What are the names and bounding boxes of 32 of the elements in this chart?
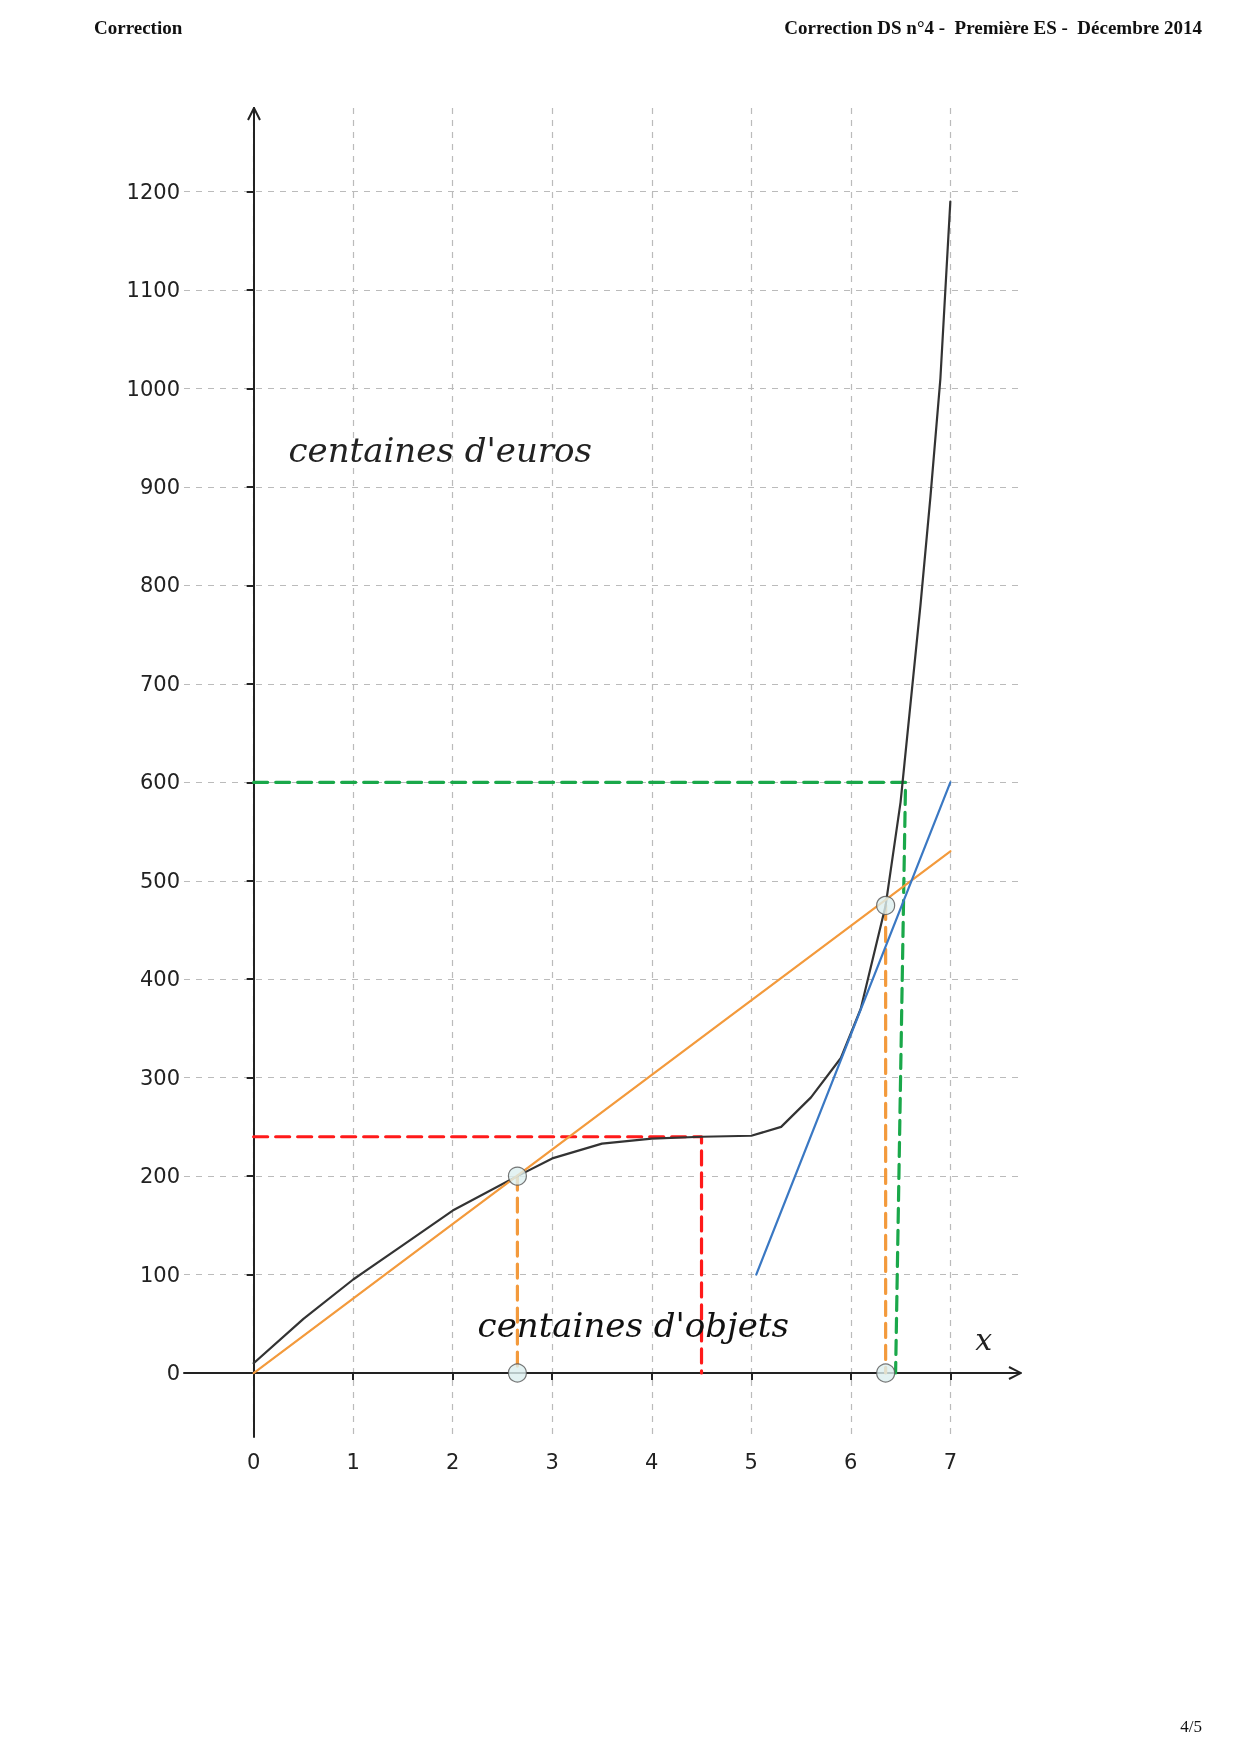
y-tick-label: 600 bbox=[139, 770, 180, 795]
point bbox=[507, 1166, 527, 1186]
y-tick-label: 1200 bbox=[126, 179, 180, 204]
x-tick-label: 2 bbox=[446, 1449, 460, 1474]
x-tick-label: 5 bbox=[744, 1449, 758, 1474]
y-axis-title: centaines d'euros bbox=[288, 429, 592, 470]
y-tick-label: 400 bbox=[139, 967, 180, 992]
x-tick-label: 6 bbox=[844, 1449, 858, 1474]
point bbox=[507, 1363, 527, 1383]
y-tick-label: 800 bbox=[139, 573, 180, 598]
y-tick-label: 0 bbox=[166, 1361, 180, 1386]
line-series bbox=[252, 200, 952, 1365]
y-tick-label: 1000 bbox=[126, 376, 180, 401]
y-tick-label: 700 bbox=[139, 671, 180, 696]
point bbox=[876, 1363, 896, 1383]
y-tick-label: 200 bbox=[139, 1164, 180, 1189]
text: Correction DS n°4 - Première ES - Décembre 2014 bbox=[784, 17, 1203, 38]
y-tick-label: 900 bbox=[139, 475, 180, 500]
y-tick-label: 100 bbox=[139, 1262, 180, 1287]
y-tick-label: 500 bbox=[139, 868, 180, 893]
annotation: centaines d'objets bbox=[477, 1305, 789, 1346]
point bbox=[876, 895, 896, 915]
x-axis-title: x bbox=[975, 1321, 993, 1357]
text: 4/5 bbox=[1180, 1717, 1203, 1736]
y-tick-label: 300 bbox=[139, 1065, 180, 1090]
y-tick-label: 1100 bbox=[126, 278, 180, 303]
x-tick-label: 3 bbox=[545, 1449, 559, 1474]
text: Correction bbox=[94, 17, 183, 38]
x-tick-label: 0 bbox=[246, 1449, 261, 1474]
x-tick-label: 1 bbox=[346, 1449, 360, 1474]
x-tick-label: 7 bbox=[943, 1449, 958, 1474]
x-tick-label: 4 bbox=[645, 1449, 659, 1474]
